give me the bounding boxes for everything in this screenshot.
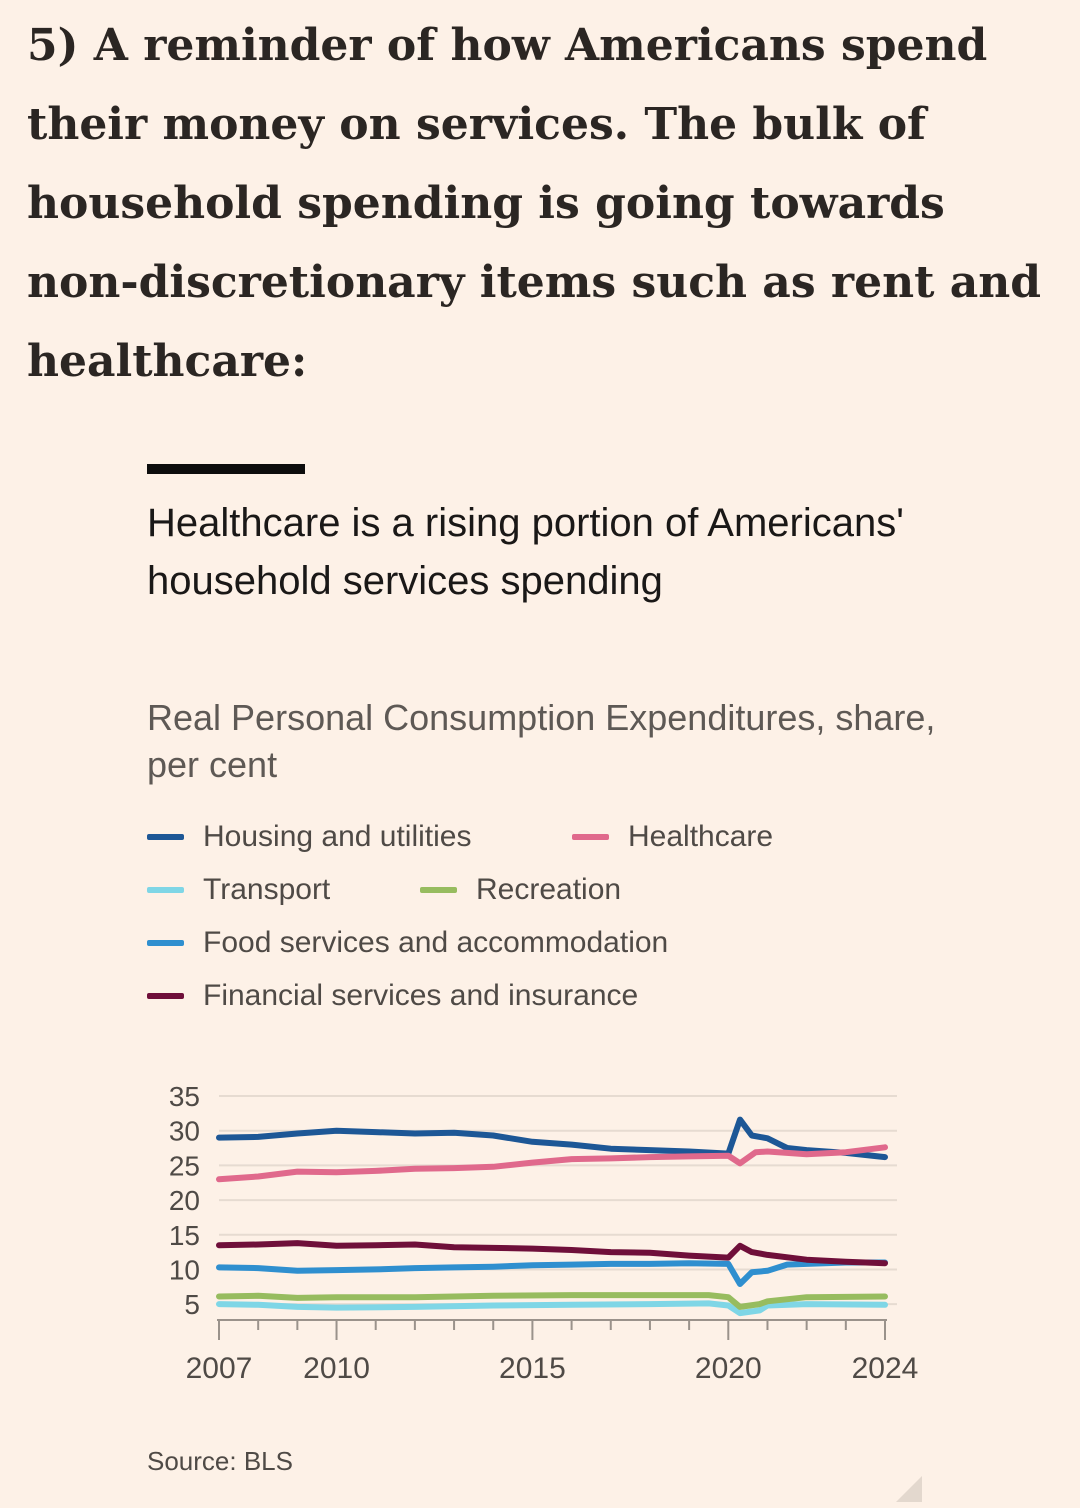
series-line-healthcare	[216, 1144, 888, 1183]
y-tick-label-25: 25	[169, 1150, 200, 1181]
source-note: Source: BLS	[147, 1446, 293, 1476]
series-line-recreation	[216, 1292, 888, 1310]
x-tick-label-2007: 2007	[186, 1352, 253, 1385]
x-tick-label-2010: 2010	[303, 1352, 370, 1385]
legend-label-financial: Financial services and insurance	[203, 979, 639, 1012]
legend-item-food: Food services and accommodation	[147, 926, 668, 960]
legend-label-food: Food services and accommodation	[203, 926, 669, 959]
legend-label-recreation: Recreation	[476, 873, 622, 906]
legend-label-transport: Transport	[203, 873, 331, 906]
legend-item-housing: Housing and utilities	[147, 820, 472, 854]
series-line-housing-and-utilities	[216, 1116, 888, 1161]
chart-subtitle: Real Personal Consumption Expenditures, …	[147, 697, 936, 785]
legend-swatch-housing	[147, 834, 184, 840]
legend-swatch-recreation	[420, 887, 457, 893]
chart-legend: Housing and utilities Healthcare Transpo…	[147, 820, 967, 1030]
legend-swatch-healthcare	[572, 834, 609, 840]
series-line-transport	[216, 1300, 888, 1317]
y-tick-label-5: 5	[184, 1289, 200, 1320]
series-line-financial-services-and-insurance	[216, 1240, 888, 1267]
series-line-food-services-and-accommodation	[216, 1259, 888, 1287]
x-tick-label-2020: 2020	[695, 1352, 762, 1385]
y-tick-label-20: 20	[169, 1185, 200, 1216]
legend-swatch-financial	[147, 993, 184, 999]
x-tick-label-2024: 2024	[852, 1352, 919, 1385]
legend-swatch-transport	[147, 887, 184, 893]
legend-item-transport: Transport	[147, 873, 330, 907]
chart-header-bar	[147, 464, 305, 474]
x-axis: 2007 2010 2015 2020 2024	[186, 1319, 919, 1385]
legend-swatch-food	[147, 940, 184, 946]
x-tick-label-2015: 2015	[499, 1352, 566, 1385]
chart-title: Healthcare is a rising portion of Americ…	[147, 501, 904, 603]
y-tick-label-35: 35	[169, 1081, 200, 1112]
legend-item-healthcare: Healthcare	[572, 820, 773, 854]
legend-item-recreation: Recreation	[420, 873, 621, 907]
y-tick-label-15: 15	[169, 1220, 200, 1251]
resize-corner-icon	[896, 1476, 922, 1502]
y-tick-label-30: 30	[169, 1116, 200, 1147]
legend-label-healthcare: Healthcare	[628, 820, 774, 853]
legend-label-housing: Housing and utilities	[203, 820, 472, 853]
chart-series-lines	[216, 1116, 888, 1317]
intro-text: 5) A reminder of how Americans spend the…	[27, 20, 1041, 387]
y-tick-label-10: 10	[169, 1254, 200, 1285]
legend-item-financial: Financial services and insurance	[147, 979, 638, 1013]
